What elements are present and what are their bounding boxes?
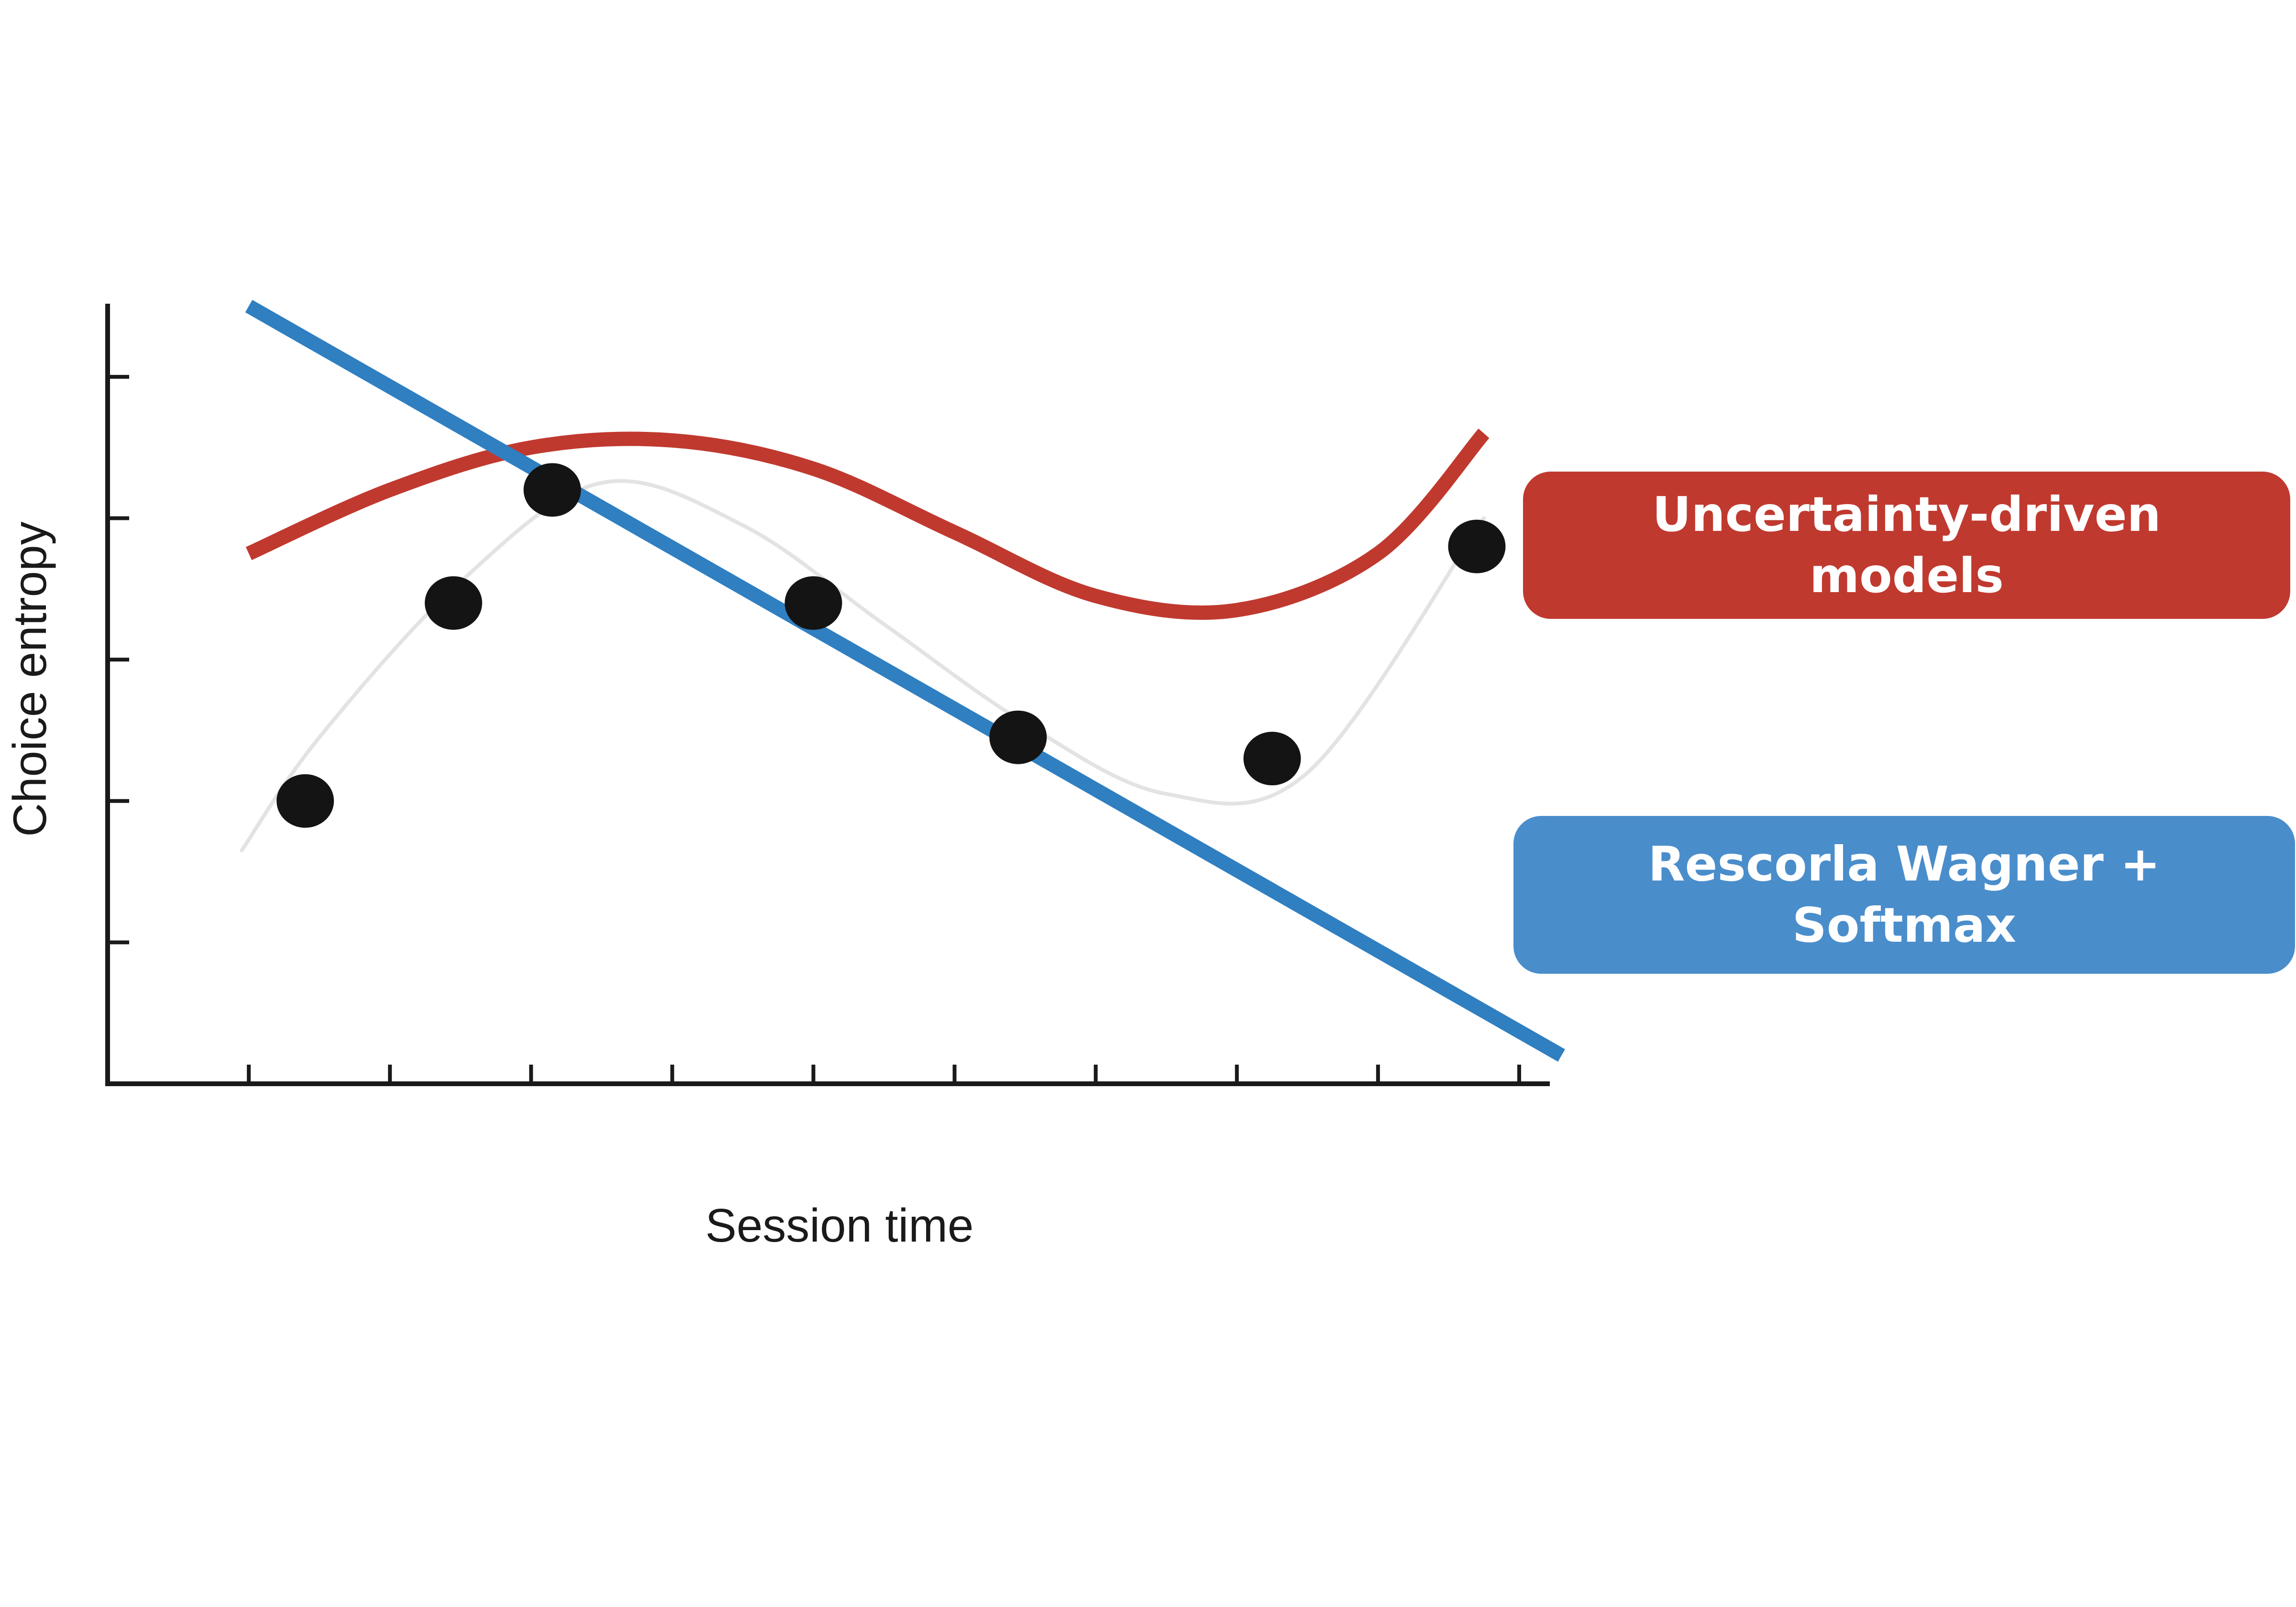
x-axis-ticks — [247, 1065, 1521, 1084]
data-point-2 — [424, 576, 482, 630]
model-fit-curve — [240, 479, 1486, 853]
x-axis-title: Session time — [705, 1199, 973, 1252]
y-axis-ticks — [108, 374, 129, 945]
legend-label-uncertainty-driven: Uncertainty-driven models — [1652, 486, 2161, 604]
data-point-1 — [276, 774, 334, 828]
data-point-6 — [1243, 732, 1301, 786]
legend-label-rescorla-wagner: Rescorla Wagner + Softmax — [1648, 836, 2161, 953]
data-point-4 — [784, 576, 842, 630]
series-line-uncertainty-driven — [245, 429, 1490, 620]
legend-entry-rescorla-wagner: Rescorla Wagner + Softmax — [1513, 816, 2295, 974]
legend-entry-uncertainty-driven: Uncertainty-driven models — [1523, 472, 2290, 619]
data-point-7 — [1448, 519, 1506, 573]
y-axis-title: Choice entropy — [3, 521, 56, 837]
observed-points — [276, 463, 1506, 828]
data-point-3 — [523, 463, 581, 517]
data-point-5 — [989, 710, 1047, 764]
series-line-rescorla-wagner — [245, 299, 1565, 1062]
